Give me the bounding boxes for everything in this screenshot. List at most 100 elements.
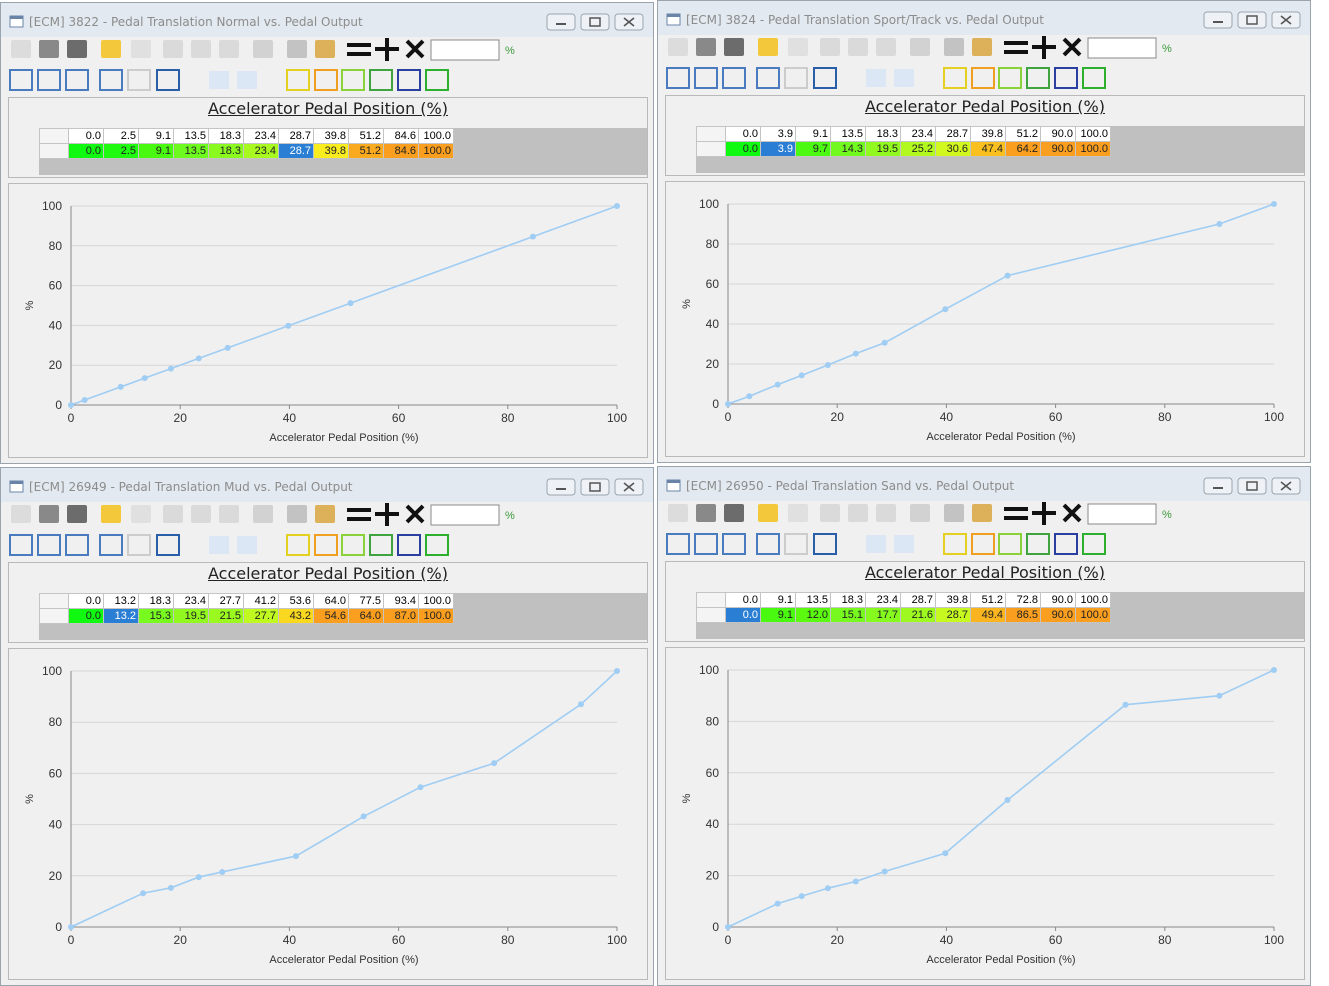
toolbar-button[interactable]: [99, 534, 123, 556]
value-cell[interactable]: 17.7: [865, 607, 901, 623]
decimal-button[interactable]: [866, 535, 886, 553]
value-input[interactable]: [430, 39, 500, 61]
toolbar-button[interactable]: [191, 505, 211, 523]
maximize-button[interactable]: [580, 478, 610, 496]
value-cell[interactable]: 100.0: [1075, 607, 1111, 623]
toolbar-button[interactable]: [127, 69, 151, 91]
toolbar-button[interactable]: [369, 534, 393, 556]
decimal-button[interactable]: [209, 536, 229, 554]
toolbar-button[interactable]: [425, 69, 449, 91]
close-button[interactable]: [1271, 477, 1301, 495]
toolbar-button[interactable]: [972, 38, 992, 56]
multiply-button[interactable]: [1062, 503, 1082, 523]
value-cell[interactable]: 13.2: [103, 608, 139, 624]
value-cell[interactable]: 64.2: [1005, 141, 1041, 157]
minimize-button[interactable]: [546, 13, 576, 31]
value-cell[interactable]: 14.3: [830, 141, 866, 157]
toolbar-button[interactable]: [1054, 67, 1078, 89]
toolbar-button[interactable]: [287, 40, 307, 58]
value-cell[interactable]: 86.5: [1005, 607, 1041, 623]
equals-button[interactable]: [1004, 41, 1028, 54]
equals-button[interactable]: [347, 43, 371, 56]
toolbar-button[interactable]: [9, 69, 33, 91]
toolbar-button[interactable]: [127, 534, 151, 556]
toolbar-button[interactable]: [724, 504, 744, 522]
decimal-button[interactable]: [866, 69, 886, 87]
toolbar-button[interactable]: [9, 534, 33, 556]
toolbar-button[interactable]: [944, 38, 964, 56]
toolbar-button[interactable]: [784, 533, 808, 555]
value-cell[interactable]: 87.0: [383, 608, 419, 624]
add-button[interactable]: [1032, 36, 1056, 59]
add-button[interactable]: [375, 503, 399, 526]
toolbar-button[interactable]: [1082, 533, 1106, 555]
toolbar-button[interactable]: [65, 534, 89, 556]
value-cell[interactable]: 84.6: [383, 143, 419, 159]
value-cell[interactable]: 100.0: [418, 608, 454, 624]
value-cell[interactable]: 0.0: [68, 608, 104, 624]
value-cell[interactable]: 54.6: [313, 608, 349, 624]
toolbar-button[interactable]: [971, 67, 995, 89]
toolbar-button[interactable]: [943, 67, 967, 89]
toolbar-button[interactable]: [156, 534, 180, 556]
value-cell[interactable]: 18.3: [208, 143, 244, 159]
toolbar-button[interactable]: [11, 40, 31, 58]
toolbar-button[interactable]: [876, 504, 896, 522]
toolbar-button[interactable]: [286, 69, 310, 91]
toolbar-button[interactable]: [666, 533, 690, 555]
close-button[interactable]: [1271, 11, 1301, 29]
toolbar-button[interactable]: [848, 504, 868, 522]
toolbar-button[interactable]: [397, 69, 421, 91]
toolbar-button[interactable]: [944, 504, 964, 522]
minimize-button[interactable]: [546, 478, 576, 496]
close-button[interactable]: [614, 13, 644, 31]
toolbar-button[interactable]: [813, 67, 837, 89]
toolbar-button[interactable]: [286, 534, 310, 556]
toolbar-button[interactable]: [666, 67, 690, 89]
decimal-button[interactable]: [894, 535, 914, 553]
toolbar-button[interactable]: [287, 505, 307, 523]
toolbar-button[interactable]: [758, 38, 778, 56]
toolbar-button[interactable]: [756, 533, 780, 555]
toolbar-button[interactable]: [971, 533, 995, 555]
toolbar-button[interactable]: [788, 38, 808, 56]
toolbar-button[interactable]: [314, 69, 338, 91]
equals-button[interactable]: [347, 508, 371, 521]
value-cell[interactable]: 28.7: [278, 143, 314, 159]
toolbar-button[interactable]: [758, 504, 778, 522]
toolbar-button[interactable]: [191, 40, 211, 58]
toolbar-button[interactable]: [820, 504, 840, 522]
toolbar-button[interactable]: [1082, 67, 1106, 89]
toolbar-button[interactable]: [163, 40, 183, 58]
toolbar-button[interactable]: [397, 534, 421, 556]
toolbar-button[interactable]: [65, 69, 89, 91]
toolbar-button[interactable]: [668, 38, 688, 56]
close-button[interactable]: [614, 478, 644, 496]
toolbar-button[interactable]: [848, 38, 868, 56]
toolbar-button[interactable]: [315, 505, 335, 523]
multiply-button[interactable]: [405, 504, 425, 524]
value-cell[interactable]: 21.5: [208, 608, 244, 624]
value-cell[interactable]: 49.4: [970, 607, 1006, 623]
toolbar-button[interactable]: [156, 69, 180, 91]
multiply-button[interactable]: [405, 39, 425, 59]
toolbar-button[interactable]: [11, 505, 31, 523]
value-cell[interactable]: 9.1: [760, 607, 796, 623]
toolbar-button[interactable]: [1054, 533, 1078, 555]
toolbar-button[interactable]: [668, 504, 688, 522]
value-cell[interactable]: 25.2: [900, 141, 936, 157]
toolbar-button[interactable]: [998, 67, 1022, 89]
minimize-button[interactable]: [1203, 477, 1233, 495]
toolbar-button[interactable]: [39, 40, 59, 58]
value-cell[interactable]: 100.0: [418, 143, 454, 159]
toolbar-button[interactable]: [253, 40, 273, 58]
toolbar-button[interactable]: [341, 534, 365, 556]
toolbar-button[interactable]: [694, 533, 718, 555]
toolbar-button[interactable]: [910, 504, 930, 522]
maximize-button[interactable]: [580, 13, 610, 31]
toolbar-button[interactable]: [943, 533, 967, 555]
toolbar-button[interactable]: [39, 505, 59, 523]
toolbar-button[interactable]: [67, 40, 87, 58]
toolbar-button[interactable]: [998, 533, 1022, 555]
value-cell[interactable]: 47.4: [970, 141, 1006, 157]
